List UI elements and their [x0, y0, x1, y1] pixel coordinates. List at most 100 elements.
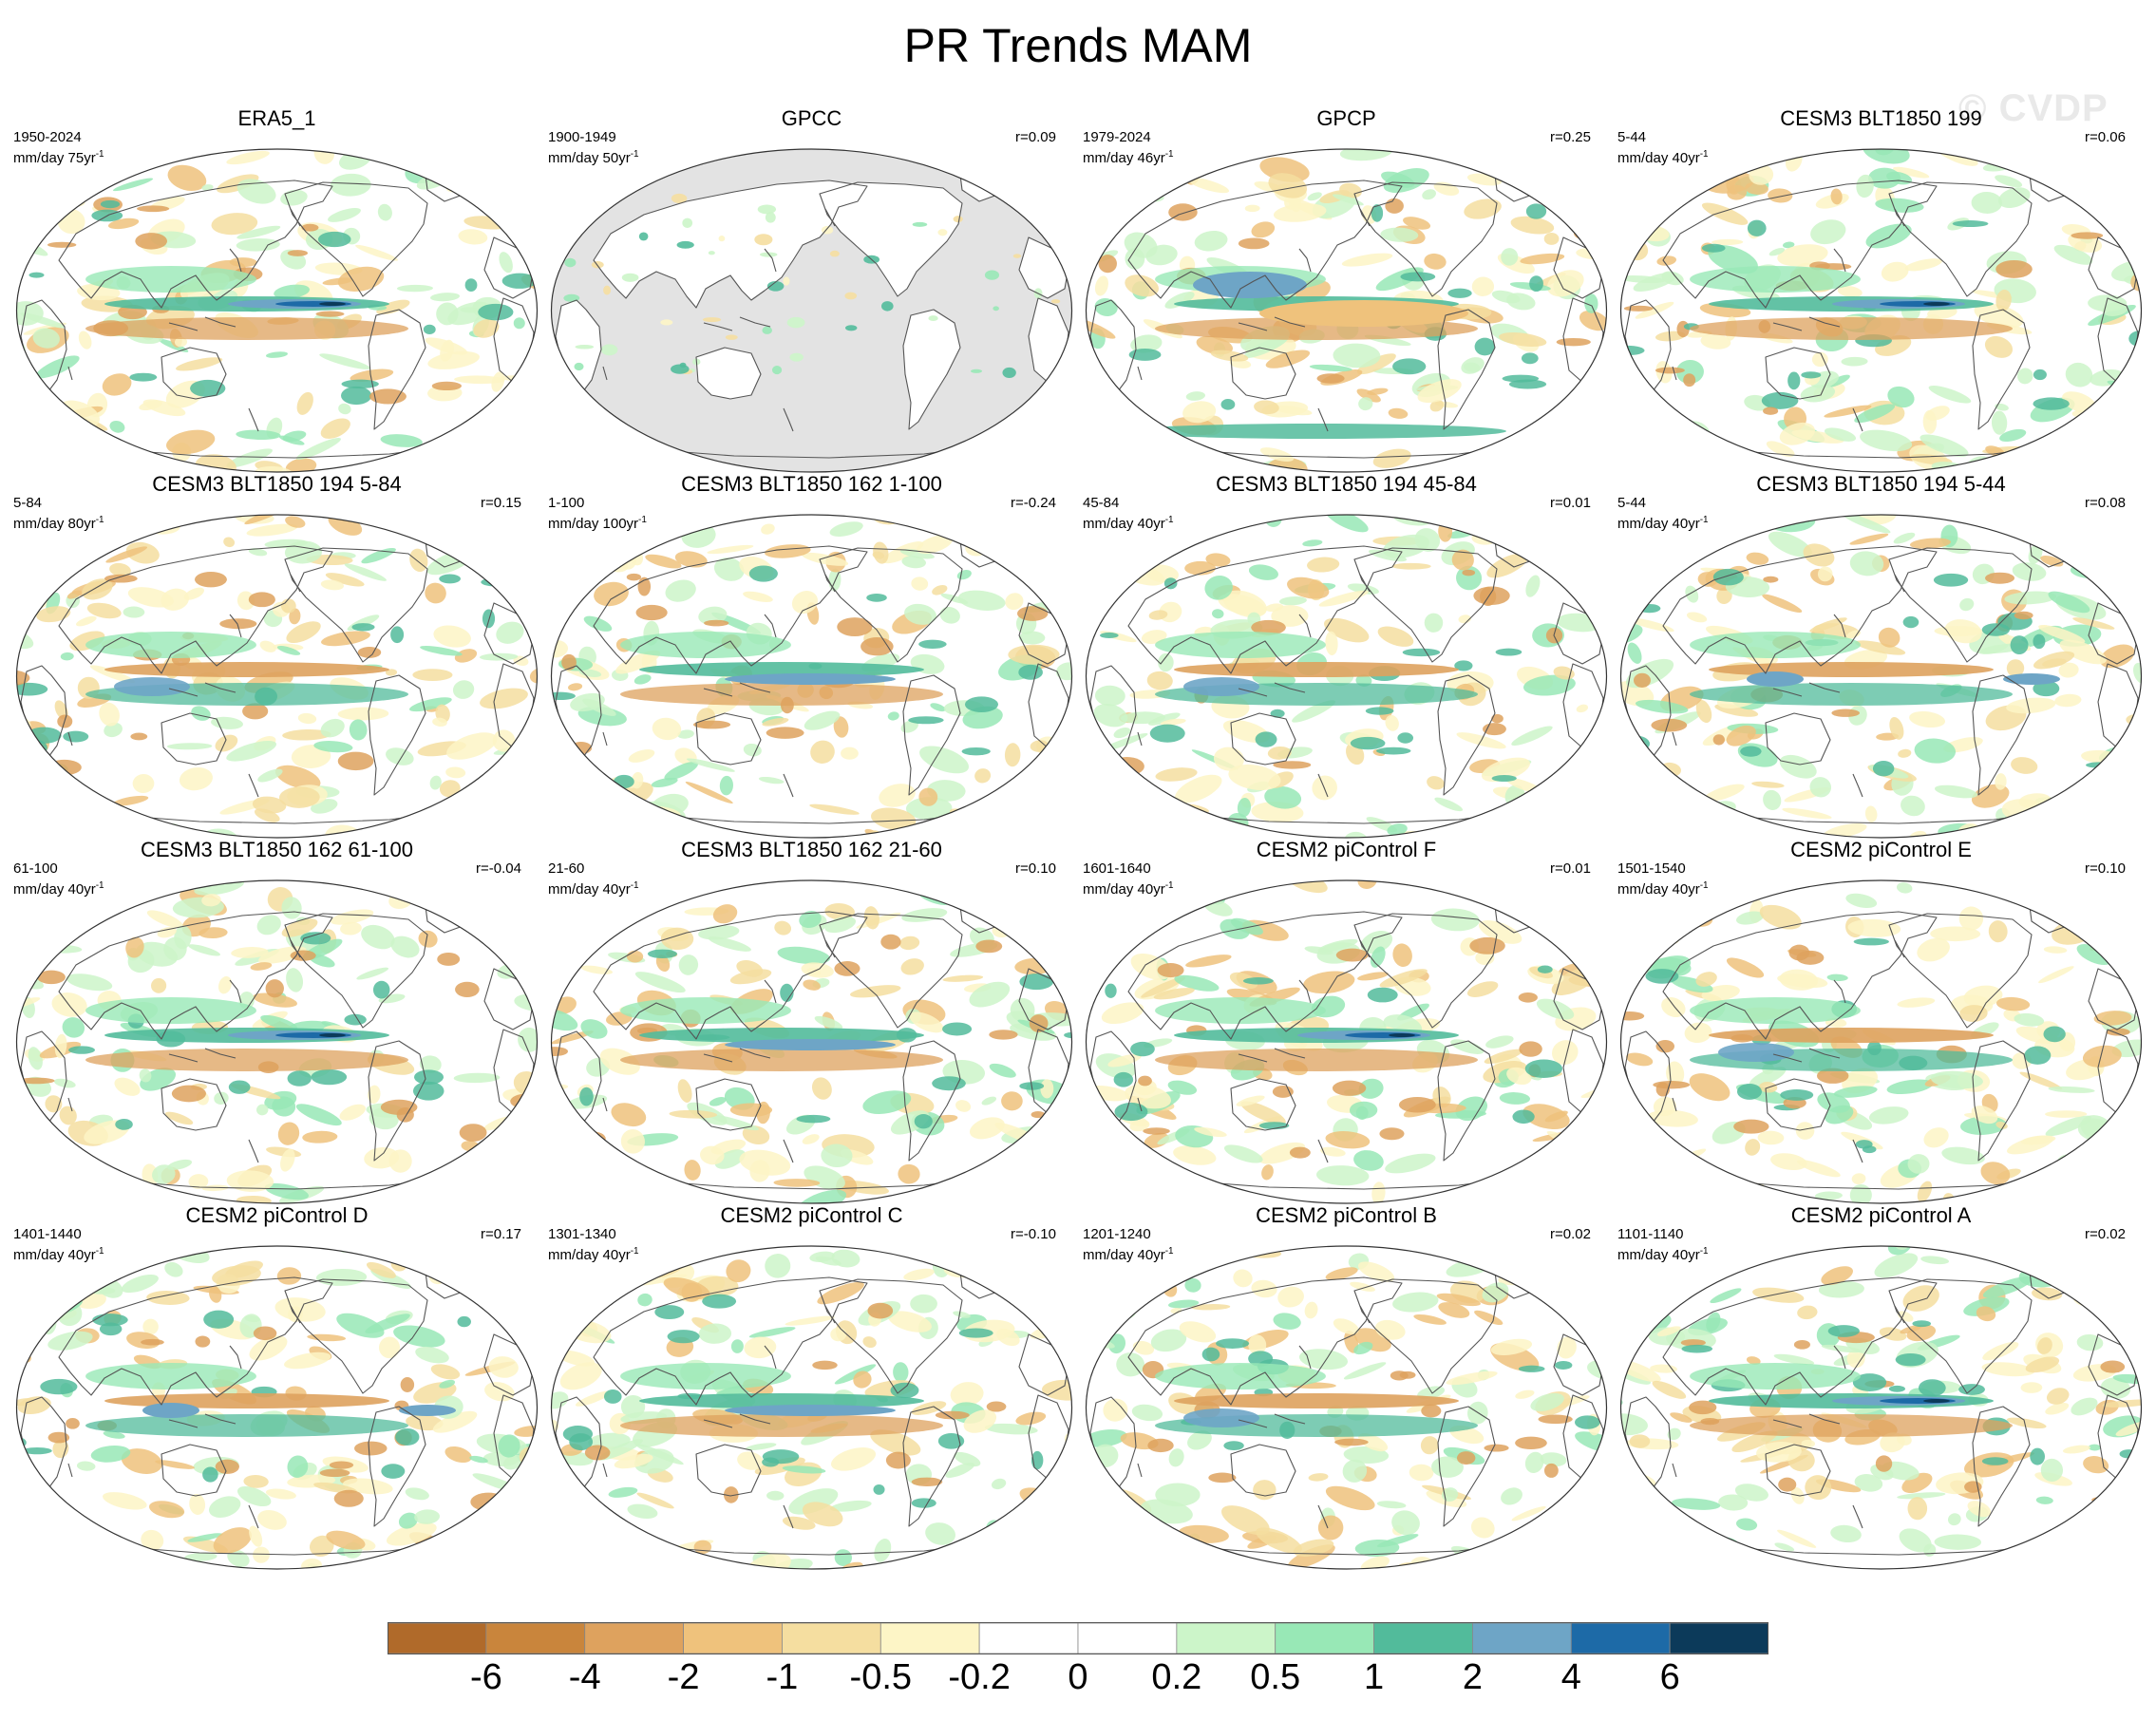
- trend-map: [1619, 879, 2143, 1204]
- colorbar-swatch: [1275, 1622, 1374, 1654]
- panel-units-text: mm/day 40yr: [548, 1247, 631, 1263]
- colorbar-tick-label: 1: [1363, 1657, 1385, 1697]
- units-superscript: -1: [95, 149, 104, 160]
- pattern-correlation: r=0.10: [2085, 860, 2126, 877]
- panel-years: 1101-1140: [1617, 1226, 1684, 1242]
- panel-units: mm/day 40yr-1: [1617, 1243, 1709, 1264]
- units-superscript: -1: [1164, 880, 1174, 891]
- colorbar-swatch: [782, 1622, 881, 1654]
- trend-map: [1085, 1245, 1608, 1570]
- panel-title: CESM3 BLT1850 162 21-60: [681, 838, 942, 861]
- colorbar-swatch: [1570, 1622, 1671, 1654]
- colorbar-tick-label: 0.2: [1151, 1657, 1202, 1697]
- colorbar-tick-label: 2: [1462, 1657, 1483, 1697]
- colorbar-swatch: [388, 1622, 487, 1654]
- colorbar-tick-label: -6: [469, 1657, 502, 1697]
- colorbar-swatch: [1669, 1622, 1768, 1654]
- colorbar-swatch: [978, 1622, 1079, 1654]
- trend-map: [15, 514, 539, 839]
- trend-map: [1619, 1245, 2143, 1570]
- map-panel: CESM3 BLT1850 199 5-44 mm/day 40yr-1 r=0.06: [1614, 106, 2148, 473]
- pattern-correlation: r=0.01: [1550, 495, 1591, 511]
- panel-years: 21-60: [548, 860, 585, 877]
- figure-title: PR Trends MAM: [903, 19, 1253, 72]
- colorbar-tick-label: 0.5: [1250, 1657, 1301, 1697]
- units-superscript: -1: [630, 880, 639, 891]
- panel-units-text: mm/day 80yr: [13, 516, 96, 532]
- colorbar-swatch: [1176, 1622, 1277, 1654]
- pattern-correlation: r=0.01: [1550, 860, 1591, 877]
- panel-units-text: mm/day 40yr: [1617, 516, 1700, 532]
- panel-years: 1301-1340: [548, 1226, 616, 1242]
- map-panel: CESM2 piControl F 1601-1640 mm/day 40yr-1 r…: [1079, 838, 1614, 1204]
- panel-units-text: mm/day 40yr: [13, 1247, 96, 1263]
- panel-title: CESM2 piControl D: [185, 1203, 369, 1227]
- panel-units: mm/day 40yr-1: [13, 878, 104, 898]
- colorbar-swatch: [683, 1622, 783, 1654]
- map-panel: CESM3 BLT1850 162 1-100 1-100 mm/day 100yr…: [544, 472, 1079, 839]
- panel-units-text: mm/day 40yr: [13, 881, 96, 898]
- units-superscript: -1: [1699, 1246, 1709, 1257]
- units-superscript: -1: [1699, 880, 1709, 891]
- units-superscript: -1: [95, 515, 104, 525]
- colorbar: [388, 1622, 1768, 1654]
- map-panel: CESM2 piControl A 1101-1140 mm/day 40yr-1 r…: [1614, 1203, 2148, 1570]
- panel-units: mm/day 40yr-1: [1617, 878, 1709, 898]
- panel-title: CESM2 piControl E: [1790, 838, 1972, 861]
- pattern-correlation: r=0.06: [2085, 129, 2126, 145]
- panel-units: mm/day 40yr-1: [548, 1243, 639, 1264]
- cvdp-watermark: © CVDP: [1958, 87, 2109, 129]
- panel-title: CESM3 BLT1850 194 45-84: [1216, 472, 1477, 496]
- map-panel: CESM3 BLT1850 194 5-84 5-84 mm/day 80yr-1 r…: [9, 472, 544, 839]
- colorbar-tick-label: -1: [766, 1657, 799, 1697]
- pattern-correlation: r=-0.24: [1011, 495, 1056, 511]
- panel-units: mm/day 50yr-1: [548, 146, 639, 167]
- units-superscript: -1: [1699, 149, 1709, 160]
- pattern-correlation: r=0.25: [1550, 129, 1591, 145]
- panel-title: CESM3 BLT1850 194 5-84: [152, 472, 402, 496]
- trend-map: [15, 879, 539, 1204]
- trend-map: [1085, 148, 1608, 473]
- panel-title: CESM2 piControl A: [1790, 1203, 1972, 1227]
- panel-units: mm/day 40yr-1: [1083, 512, 1174, 533]
- pattern-correlation: r=0.02: [1550, 1226, 1591, 1242]
- panel-units: mm/day 40yr-1: [1617, 512, 1709, 533]
- map-panel: CESM3 BLT1850 194 45-84 45-84 mm/day 40yr-…: [1079, 472, 1614, 839]
- pattern-correlation: r=0.08: [2085, 495, 2126, 511]
- pattern-correlation: r=0.02: [2085, 1226, 2126, 1242]
- map-panel: CESM2 piControl C 1301-1340 mm/day 40yr-1 r…: [544, 1203, 1079, 1570]
- panel-units-text: mm/day 40yr: [1617, 150, 1700, 166]
- pattern-correlation: r=0.15: [481, 495, 521, 511]
- trend-map: [550, 148, 1073, 473]
- panel-title: CESM3 BLT1850 162 61-100: [141, 838, 413, 861]
- units-superscript: -1: [1699, 515, 1709, 525]
- trend-map: [550, 879, 1073, 1204]
- panel-years: 61-100: [13, 860, 58, 877]
- panel-units: mm/day 40yr-1: [13, 1243, 104, 1264]
- map-panel: GPCC 1900-1949 mm/day 50yr-1 r=0.09: [544, 106, 1079, 473]
- panel-years: 5-84: [13, 495, 43, 511]
- panel-years: 1900-1949: [548, 129, 616, 145]
- panel-units: mm/day 75yr-1: [13, 146, 104, 167]
- units-superscript: -1: [1164, 1246, 1174, 1257]
- panel-years: 1601-1640: [1083, 860, 1151, 877]
- panel-title: CESM2 piControl F: [1256, 838, 1437, 861]
- units-superscript: -1: [630, 1246, 639, 1257]
- pattern-correlation: r=0.17: [481, 1226, 521, 1242]
- colorbar-tick-label: -2: [667, 1657, 700, 1697]
- panel-years: 1979-2024: [1083, 129, 1151, 145]
- panel-units-text: mm/day 46yr: [1083, 150, 1165, 166]
- panel-title: GPCP: [1316, 106, 1376, 130]
- units-superscript: -1: [638, 515, 647, 525]
- map-panel: CESM2 piControl E 1501-1540 mm/day 40yr-1 r…: [1614, 838, 2148, 1204]
- map-panel: CESM2 piControl B 1201-1240 mm/day 40yr-1 r…: [1079, 1203, 1614, 1570]
- units-superscript: -1: [1164, 149, 1174, 160]
- trend-map: [1085, 879, 1608, 1204]
- panel-title: CESM2 piControl C: [720, 1203, 903, 1227]
- panel-units-text: mm/day 40yr: [1083, 881, 1165, 898]
- trend-map: [550, 1245, 1073, 1570]
- trend-map: [1085, 514, 1608, 839]
- panel-title: CESM2 piControl B: [1256, 1203, 1437, 1227]
- panel-title: CESM3 BLT1850 194 5-44: [1756, 472, 2006, 496]
- map-panel: CESM3 BLT1850 194 5-44 5-44 mm/day 40yr-1 r…: [1614, 472, 2148, 839]
